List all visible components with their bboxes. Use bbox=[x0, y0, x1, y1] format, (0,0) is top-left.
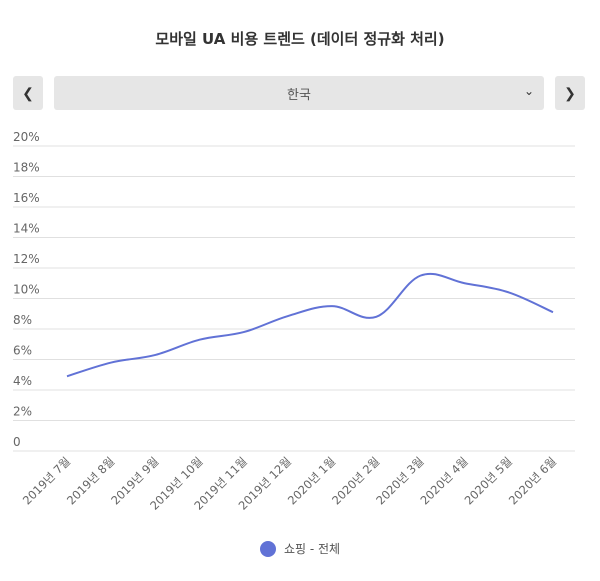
y-tick-label: 20% bbox=[13, 130, 40, 144]
next-button[interactable]: ❯ bbox=[555, 76, 585, 110]
country-select[interactable]: 한국 ⌄ bbox=[54, 76, 544, 110]
y-tick-label: 0 bbox=[13, 435, 21, 449]
y-tick-label: 2% bbox=[13, 405, 32, 419]
chevron-down-icon: ⌄ bbox=[523, 84, 534, 98]
y-tick-label: 18% bbox=[13, 161, 40, 175]
legend-marker bbox=[259, 540, 276, 557]
y-tick-label: 4% bbox=[13, 374, 32, 388]
y-tick-label: 12% bbox=[13, 252, 40, 266]
legend-label: 쇼핑 - 전체 bbox=[283, 542, 341, 556]
x-tick-label: 2020년 6월 bbox=[506, 454, 559, 507]
legend[interactable]: 쇼핑 - 전체 bbox=[0, 540, 600, 557]
country-select-value: 한국 bbox=[287, 87, 311, 103]
prev-button[interactable]: ❮ bbox=[13, 76, 43, 110]
y-tick-label: 8% bbox=[13, 313, 32, 327]
y-tick-label: 6% bbox=[13, 344, 32, 358]
chevron-left-icon: ❮ bbox=[22, 84, 34, 101]
chevron-right-icon: ❯ bbox=[564, 84, 576, 101]
y-tick-label: 14% bbox=[13, 222, 40, 236]
y-tick-label: 10% bbox=[13, 283, 40, 297]
series-line bbox=[66, 272, 554, 378]
chart-title: 모바일 UA 비용 트렌드 (데이터 정규화 처리) bbox=[155, 30, 445, 48]
y-tick-label: 16% bbox=[13, 191, 40, 205]
